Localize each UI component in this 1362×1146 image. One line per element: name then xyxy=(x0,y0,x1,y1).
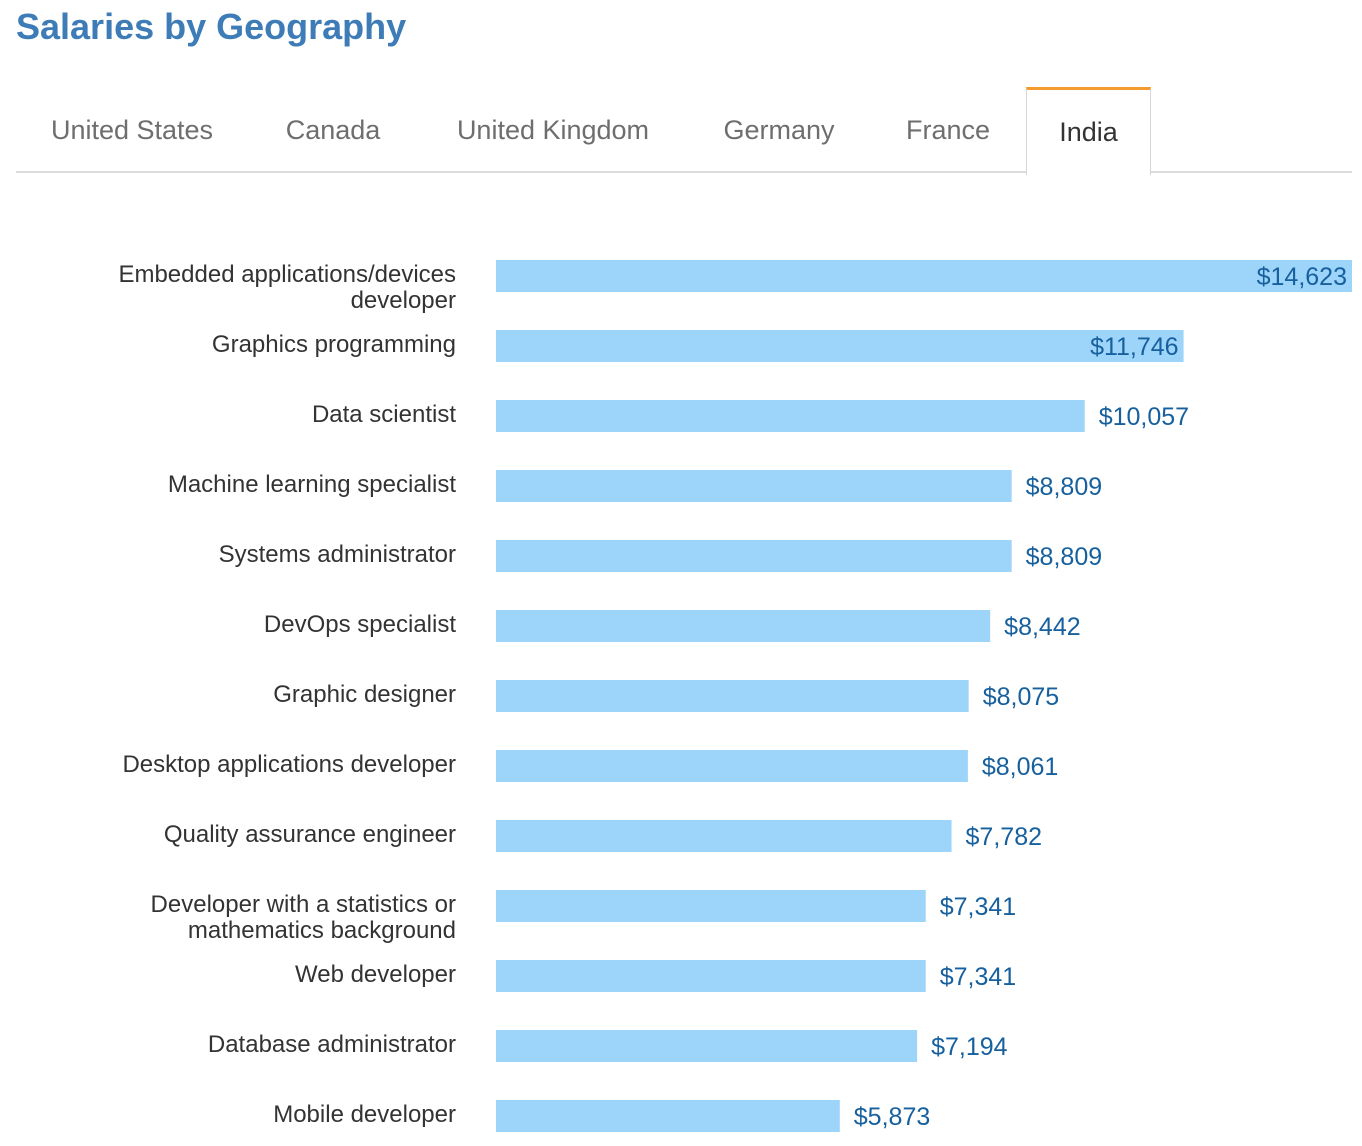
category-label: Web developer xyxy=(295,961,456,988)
category-label: Graphic designer xyxy=(273,681,456,708)
bar xyxy=(496,260,1352,292)
category-label: Desktop applications developer xyxy=(122,751,456,778)
category-label: Systems administrator xyxy=(219,541,456,568)
tab-france[interactable]: France xyxy=(905,114,991,145)
bar xyxy=(496,470,1012,502)
tab-united-kingdom[interactable]: United Kingdom xyxy=(456,114,650,145)
bar-value-label: $8,809 xyxy=(1026,543,1102,571)
bar-value-label: $7,341 xyxy=(940,963,1016,991)
category-label: Database administrator xyxy=(208,1031,456,1058)
geography-tabs: United States Canada United Kingdom Germ… xyxy=(16,87,1352,175)
bar-value-label: $14,623 xyxy=(1257,263,1347,291)
category-label: Mobile developer xyxy=(273,1101,456,1128)
bar xyxy=(496,1100,840,1132)
bar-value-label: $8,809 xyxy=(1026,473,1102,501)
tab-united-states[interactable]: United States xyxy=(50,114,214,145)
bar-value-label: $8,442 xyxy=(1004,613,1080,641)
bar xyxy=(496,540,1012,572)
bar xyxy=(496,400,1085,432)
bar xyxy=(496,890,926,922)
bar xyxy=(496,820,952,852)
bar-value-label: $10,057 xyxy=(1099,403,1189,431)
page-title: Salaries by Geography xyxy=(16,6,407,47)
tab-canada[interactable]: Canada xyxy=(285,114,381,145)
bar-value-label: $5,873 xyxy=(854,1103,930,1131)
bar-value-label: $8,075 xyxy=(983,683,1059,711)
tab-india[interactable]: India xyxy=(1026,87,1151,175)
category-label: Embedded applications/devices developer xyxy=(118,261,456,314)
bar-value-label: $7,782 xyxy=(966,823,1042,851)
bar xyxy=(496,610,991,642)
category-label: Graphics programming xyxy=(212,331,456,358)
category-label: Quality assurance engineer xyxy=(164,821,456,848)
bar xyxy=(496,680,969,712)
category-label: DevOps specialist xyxy=(264,611,456,638)
category-label: Data scientist xyxy=(312,401,456,428)
category-label: Machine learning specialist xyxy=(168,471,456,498)
bar-value-label: $7,341 xyxy=(940,893,1016,921)
bar-value-label: $8,061 xyxy=(982,753,1058,781)
bar-value-label: $7,194 xyxy=(931,1033,1008,1061)
bar xyxy=(496,1030,918,1062)
bar xyxy=(496,330,1184,362)
bar xyxy=(496,750,968,782)
category-label: Developer with a statistics or mathematic… xyxy=(151,891,456,944)
bar-value-label: $11,746 xyxy=(1090,333,1179,361)
bar xyxy=(496,960,926,992)
tab-germany[interactable]: Germany xyxy=(723,114,835,145)
